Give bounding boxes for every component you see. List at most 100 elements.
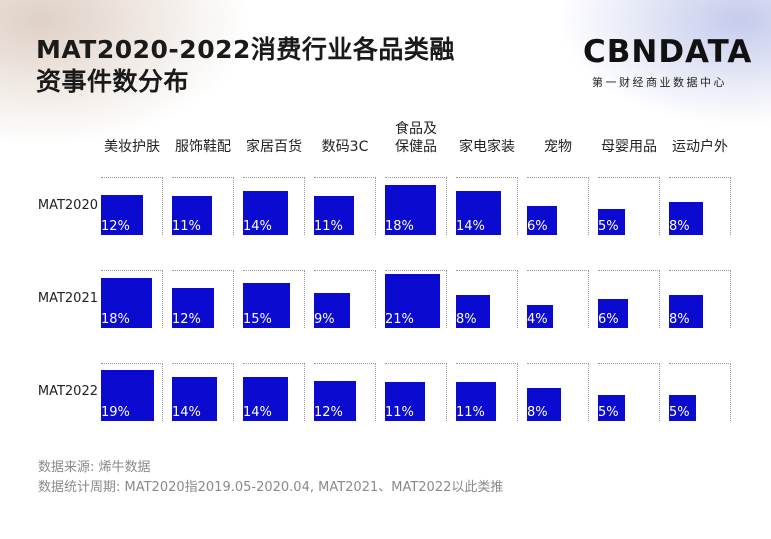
category-label-line: 运动户外 (672, 139, 728, 155)
bar (598, 395, 625, 421)
chart-cell: 6% (527, 177, 589, 235)
chart-cell: 12% (172, 270, 234, 328)
category-label: 美妆护肤 (94, 138, 170, 156)
data-label: 14% (456, 219, 485, 234)
bar (527, 206, 557, 235)
bar (598, 209, 625, 235)
chart-cell: 11% (314, 177, 376, 235)
bar (385, 274, 440, 328)
data-label: 5% (598, 219, 619, 234)
bar (669, 395, 696, 421)
bar (527, 388, 561, 421)
data-label: 8% (669, 312, 690, 327)
data-label: 12% (314, 405, 343, 420)
chart-cell: 11% (456, 363, 518, 421)
bar (669, 295, 703, 328)
category-label: 数码3C (307, 138, 383, 156)
chart-cell: 14% (243, 177, 305, 235)
series-label: MAT2022 (37, 384, 98, 399)
brand-subtitle: 第一财经商业数据中心 (592, 76, 727, 89)
chart-cell: 4% (527, 270, 589, 328)
chart-cell: 8% (669, 177, 731, 235)
data-label: 21% (385, 312, 414, 327)
chart-cell: 11% (385, 363, 447, 421)
data-label: 5% (669, 405, 690, 420)
data-label: 5% (598, 405, 619, 420)
category-label: 家电家装 (449, 138, 525, 156)
chart-cell: 18% (385, 177, 447, 235)
bar (243, 191, 288, 235)
data-label: 18% (101, 312, 130, 327)
chart-cell: 12% (314, 363, 376, 421)
chart-cell: 8% (669, 270, 731, 328)
chart-cell: 14% (456, 177, 518, 235)
chart-cell: 8% (456, 270, 518, 328)
chart-cell: 18% (101, 270, 163, 328)
category-label-line: 食品及 (395, 121, 437, 137)
data-source-note: 数据来源: 烯牛数据 (38, 460, 151, 475)
chart-cell: 15% (243, 270, 305, 328)
series-label: MAT2021 (37, 291, 98, 306)
bar (456, 382, 496, 421)
bar (101, 278, 152, 328)
data-label: 11% (456, 405, 485, 420)
category-label-line: 保健品 (395, 139, 437, 155)
data-label: 8% (669, 219, 690, 234)
chart-title-line2: 资事件数分布 (36, 67, 190, 96)
data-label: 11% (385, 405, 414, 420)
bar (101, 370, 154, 421)
chart-cell: 5% (598, 363, 660, 421)
chart-cell: 12% (101, 177, 163, 235)
bar (314, 381, 356, 421)
chart-cell: 14% (243, 363, 305, 421)
data-label: 19% (101, 405, 130, 420)
bar (243, 283, 290, 328)
category-label-line: 数码3C (321, 139, 369, 155)
data-label: 12% (101, 219, 130, 234)
bar (243, 377, 288, 421)
category-label-line: 美妆护肤 (104, 139, 160, 155)
category-label: 食品及 保健品 (378, 120, 454, 156)
category-label: 服饰鞋配 (165, 138, 241, 156)
category-label: 家居百货 (236, 138, 312, 156)
chart-cell: 19% (101, 363, 163, 421)
data-label: 12% (172, 312, 201, 327)
data-label: 11% (172, 219, 201, 234)
data-label: 11% (314, 219, 343, 234)
data-label: 8% (527, 405, 548, 420)
bar (669, 202, 703, 235)
category-label-line: 服饰鞋配 (175, 139, 231, 155)
category-label-line: 家电家装 (459, 139, 515, 155)
data-label: 14% (172, 405, 201, 420)
bar (172, 288, 214, 328)
period-note: 数据统计周期: MAT2020指2019.05-2020.04, MAT2021… (38, 480, 504, 495)
bar (172, 196, 212, 235)
chart-cell: 14% (172, 363, 234, 421)
bar (385, 382, 425, 421)
category-label-line: 母婴用品 (601, 139, 657, 155)
data-label: 18% (385, 219, 414, 234)
bar (456, 191, 501, 235)
bar (456, 295, 490, 328)
data-label: 4% (527, 312, 548, 327)
chart-cell: 8% (527, 363, 589, 421)
series-label: MAT2020 (37, 198, 98, 213)
data-label: 14% (243, 219, 272, 234)
data-label: 9% (314, 312, 335, 327)
data-label: 15% (243, 312, 272, 327)
chart-cell: 9% (314, 270, 376, 328)
category-label-line: 宠物 (544, 139, 572, 155)
bar (314, 196, 354, 235)
category-label: 运动户外 (662, 138, 738, 156)
data-label: 6% (527, 219, 548, 234)
chart-title-line1: MAT2020-2022消费行业各品类融 (36, 35, 455, 64)
category-label: 宠物 (520, 138, 596, 156)
bar (527, 305, 553, 328)
bar (172, 377, 217, 421)
data-label: 14% (243, 405, 272, 420)
bar (385, 185, 436, 235)
chart-cell: 5% (598, 177, 660, 235)
data-label: 8% (456, 312, 477, 327)
data-label: 6% (598, 312, 619, 327)
